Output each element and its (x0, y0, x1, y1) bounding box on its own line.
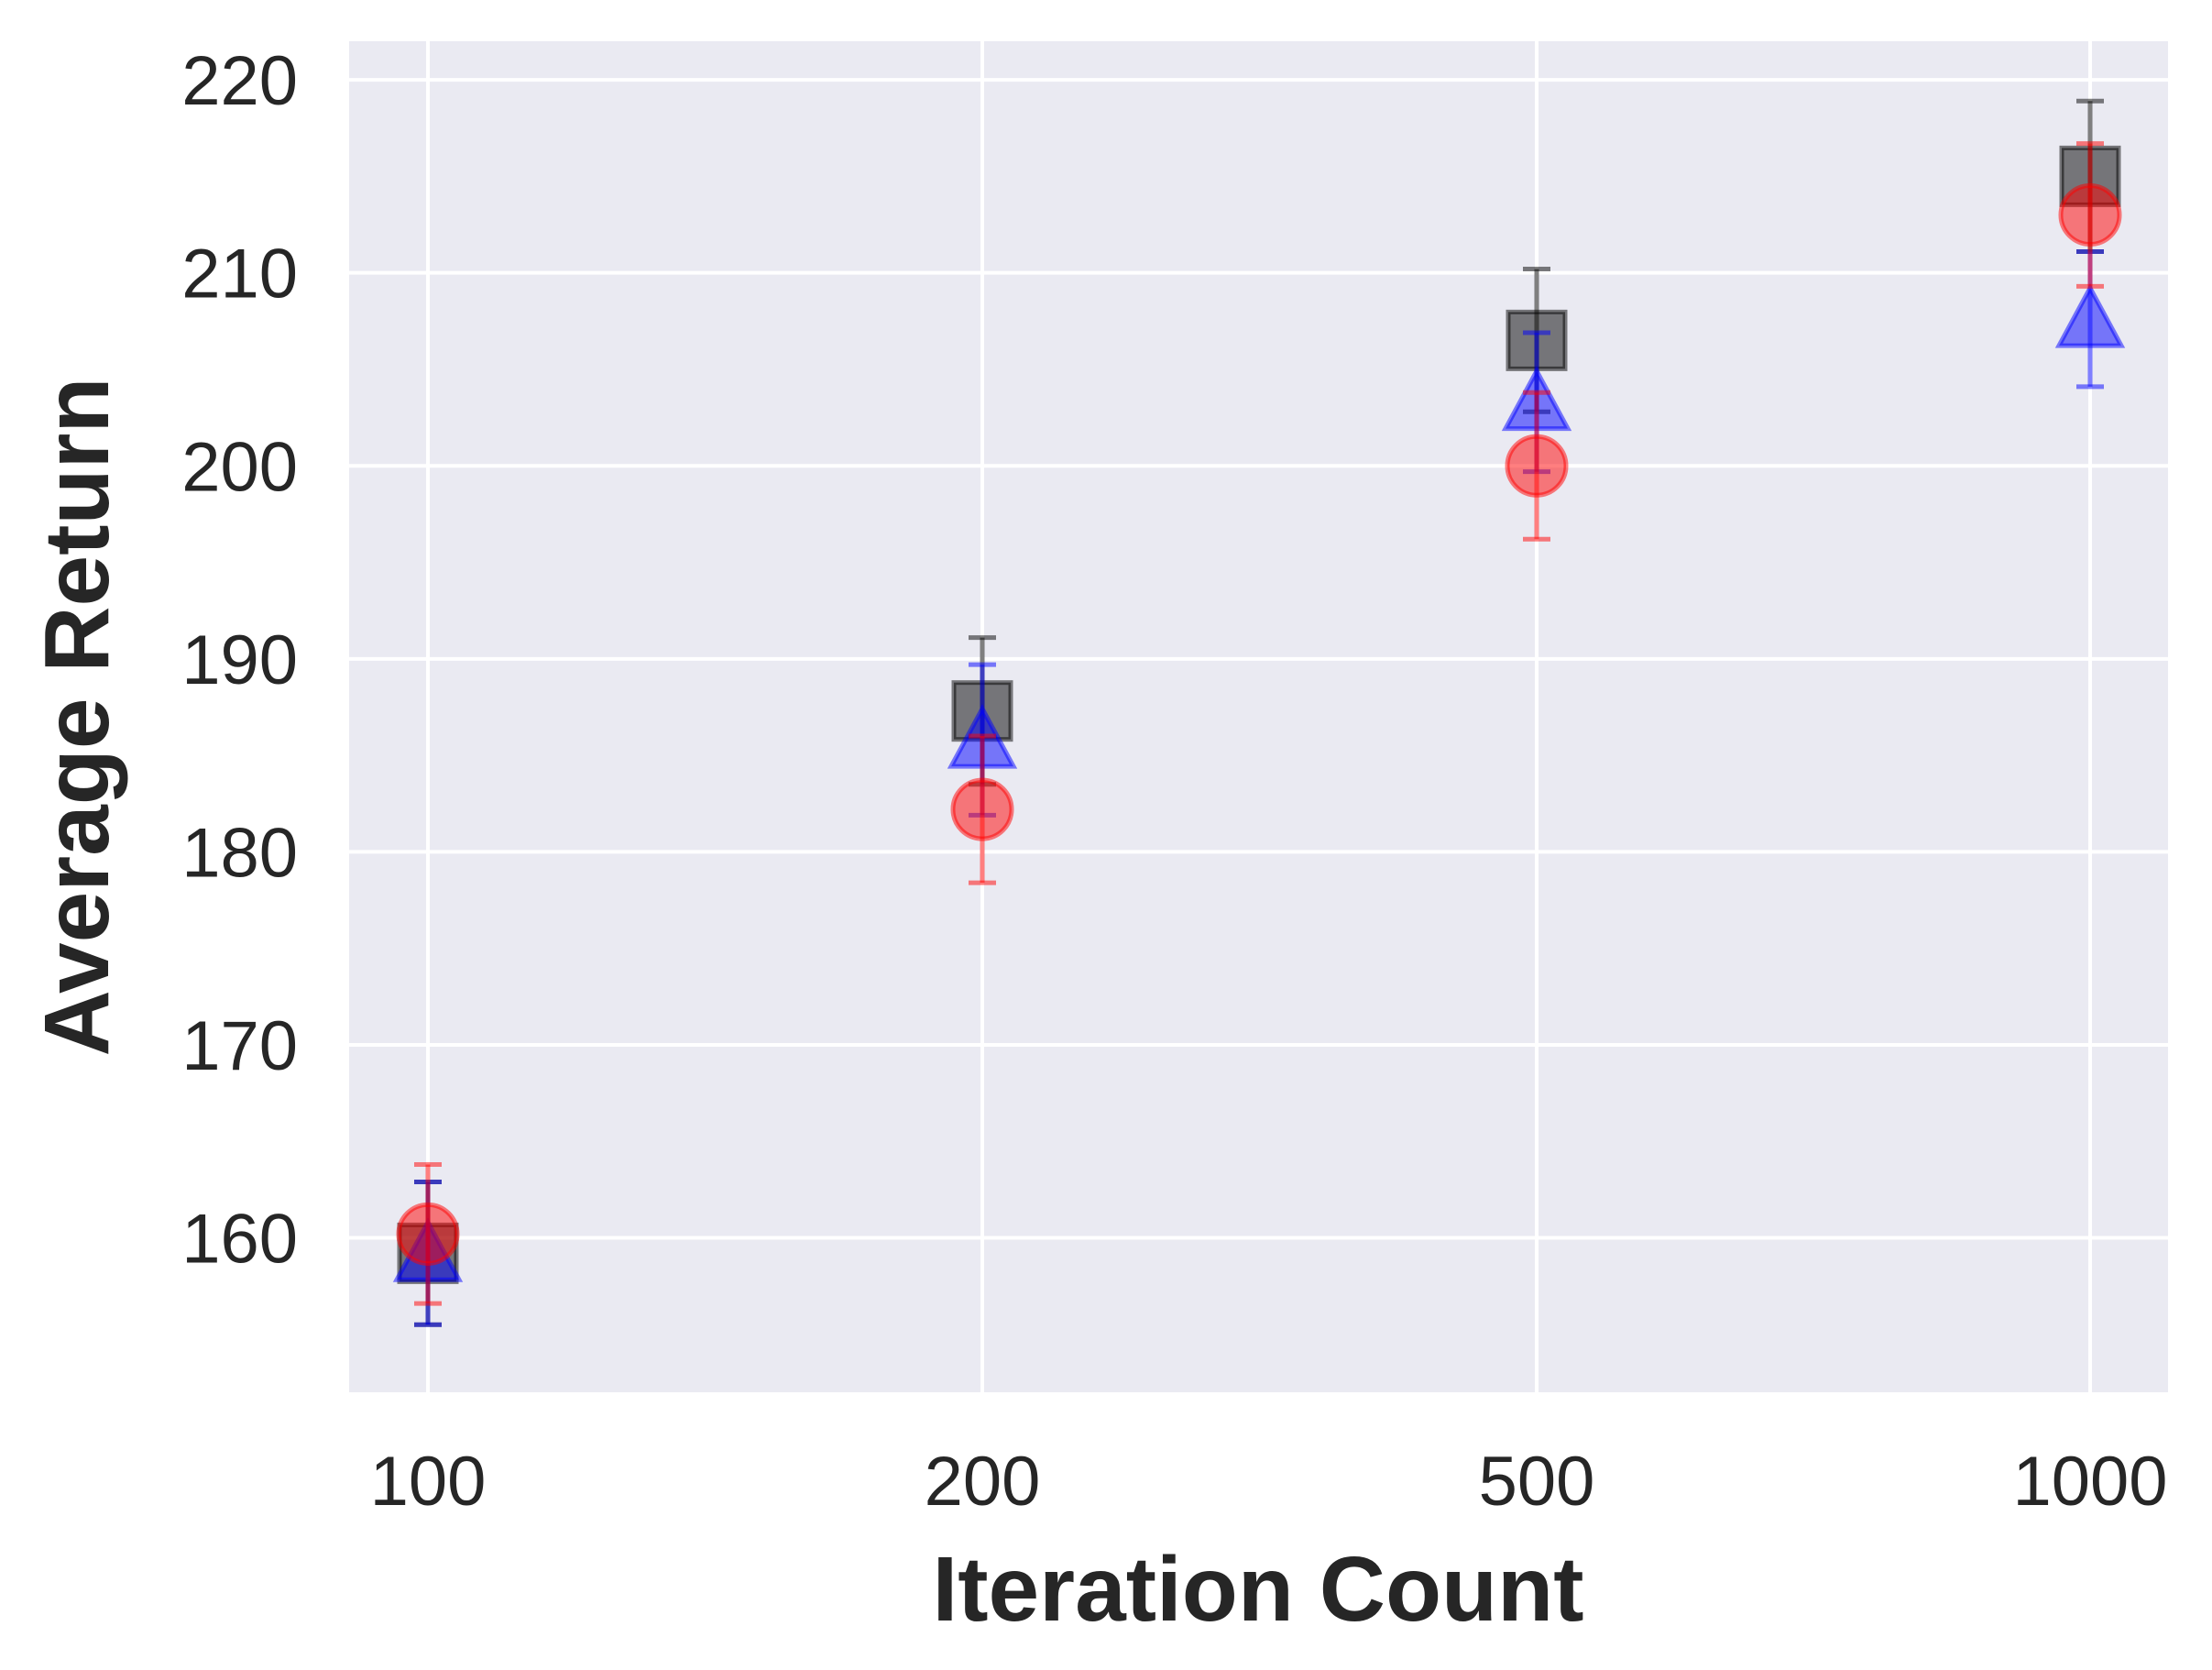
x-tick-label-1000: 1000 (2012, 1443, 2167, 1521)
triangle-marker-1000 (2054, 282, 2126, 348)
data-marks (392, 98, 2126, 1327)
circle-marker-200 (950, 777, 1014, 841)
series-circle (396, 141, 2122, 1306)
y-axis-title: Average Return (26, 378, 128, 1057)
y-tick-labels: 160 170 180 190 200 210 220 (181, 42, 298, 1278)
x-tick-labels: 100 200 500 1000 (370, 1443, 2168, 1521)
plot-area (349, 41, 2168, 1392)
x-axis-title: Iteration Count (932, 1538, 1583, 1641)
x-tick-label-200: 200 (925, 1443, 1041, 1521)
circle-marker-100 (396, 1202, 460, 1266)
y-tick-label-180: 180 (181, 814, 298, 892)
y-tick-label-210: 210 (181, 236, 298, 313)
circle-marker-500 (1505, 434, 1569, 498)
y-tick-label-190: 190 (181, 621, 298, 699)
x-tick-label-100: 100 (370, 1443, 487, 1521)
y-tick-label-160: 160 (181, 1201, 298, 1279)
x-tick-label-500: 500 (1479, 1443, 1595, 1521)
y-tick-label-200: 200 (181, 428, 298, 506)
circle-marker-1000 (2058, 183, 2122, 247)
y-tick-label-220: 220 (181, 42, 298, 120)
y-tick-label-170: 170 (181, 1007, 298, 1085)
